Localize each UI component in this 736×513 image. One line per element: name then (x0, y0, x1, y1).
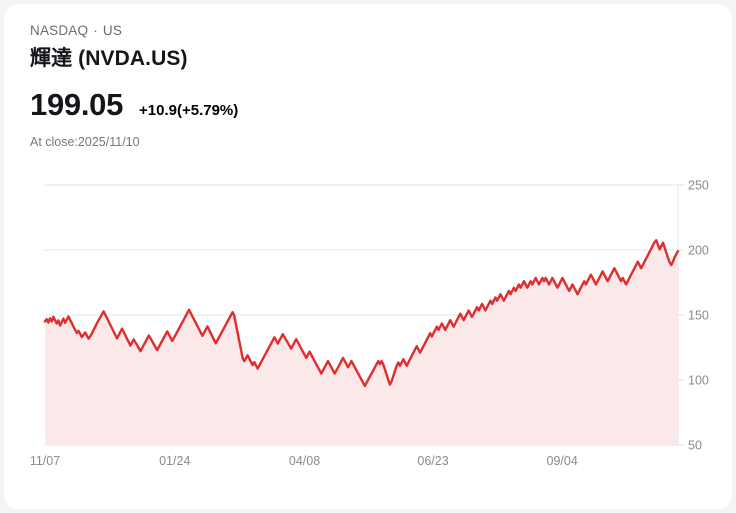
exchange-name: NASDAQ (30, 23, 89, 38)
page-title: 輝達 (NVDA.US) (30, 47, 188, 70)
stock-quote-card: NASDAQ · US 輝達 (NVDA.US) 199.05 +10.9(+5.7… (4, 4, 732, 509)
xtick-label: 04/08 (289, 454, 320, 468)
quote-header: NASDAQ · US 輝達 (NVDA.US) 199.05 +10.9(+5.7… (4, 4, 732, 150)
ytick-label: 200 (688, 244, 709, 258)
region-name: US (102, 23, 123, 38)
price-chart[interactable]: 250 200 150 100 50 11/07 01/24 04/08 06/23 09/04 (4, 164, 732, 484)
xtick-label: 11/07 (30, 454, 60, 468)
ytick-label: 50 (688, 439, 702, 453)
at-close-timestamp: At close:2025/11/10 (30, 135, 140, 149)
price-change: +10.9(+5.79%) (139, 102, 239, 119)
xtick-label: 06/23 (417, 454, 448, 468)
xtick-label: 09/04 (547, 454, 578, 468)
last-price: 199.05 (30, 87, 124, 122)
separator-dot: · (93, 23, 98, 38)
exchange-region-row: NASDAQ · US (30, 22, 732, 40)
price-chart-svg[interactable]: 250 200 150 100 50 11/07 01/24 04/08 06/23 09/04 (4, 164, 732, 484)
xtick-label: 01/24 (159, 454, 190, 468)
price-area-fill (45, 240, 678, 445)
price-line (43, 239, 680, 388)
ytick-label: 150 (688, 309, 709, 323)
ytick-label: 100 (688, 374, 709, 388)
price-row: 199.05 +10.9(+5.79%) (30, 87, 732, 123)
ytick-label: 250 (688, 179, 709, 193)
